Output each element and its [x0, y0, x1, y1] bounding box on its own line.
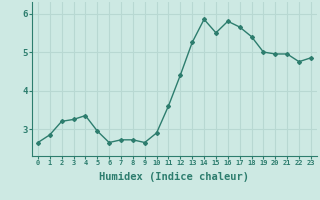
X-axis label: Humidex (Indice chaleur): Humidex (Indice chaleur): [100, 172, 249, 182]
